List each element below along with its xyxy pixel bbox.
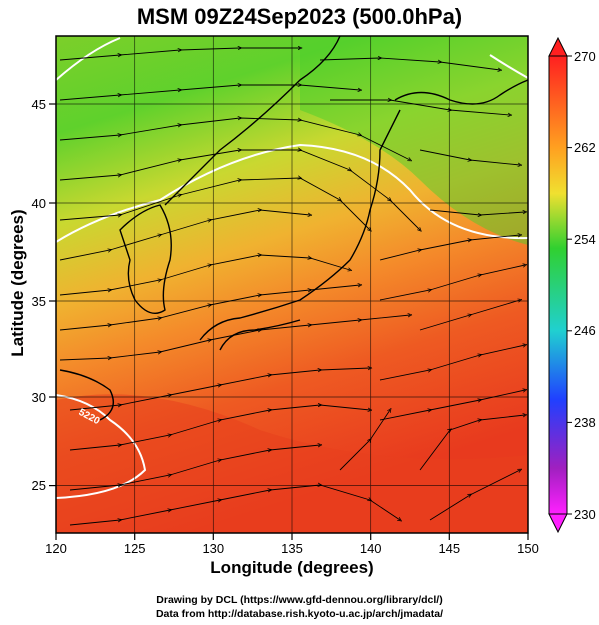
contour-line [56, 37, 121, 81]
x-axis-label: Longitude (degrees) [210, 558, 374, 577]
credit-drawing: Drawing by DCL (https://www.gfd-dennou.o… [156, 594, 443, 606]
grid [56, 36, 528, 533]
colorbar-tick-label: 238 [574, 415, 596, 430]
map-layers: 5220 [56, 36, 528, 533]
x-tick-label: 140 [360, 541, 382, 556]
y-tick-label: 45 [32, 97, 46, 112]
colorbar-top-arrow [548, 36, 568, 57]
map-title: MSM 09Z24Sep2023 (500.0hPa) [136, 4, 463, 29]
y-axis [49, 103, 56, 487]
colorbar-bottom-arrow [548, 513, 568, 534]
y-tick-label: 40 [32, 196, 46, 211]
colorbar-tick-label: 246 [574, 323, 596, 338]
credit-data-source: Data from http://database.rish.kyoto-u.a… [155, 608, 444, 620]
colorbar-tick-label: 262 [574, 140, 596, 155]
y-tick-label: 35 [32, 294, 46, 309]
x-tick-label: 120 [45, 541, 67, 556]
x-tick-label: 125 [124, 541, 146, 556]
y-axis-label: Latitude (degrees) [8, 209, 27, 357]
colorbar-tick-label: 254 [574, 232, 596, 247]
x-tick-label: 130 [202, 541, 224, 556]
y-tick-labels: 25 30 35 40 45 [32, 97, 46, 493]
x-tick-labels: 120 125 130 135 140 145 150 [45, 541, 539, 556]
y-tick-label: 25 [32, 478, 46, 493]
colorbar-tick-label: 270 [574, 49, 596, 64]
x-tick-label: 135 [281, 541, 303, 556]
colorbar-scale [548, 55, 568, 515]
y-tick-label: 30 [32, 390, 46, 405]
x-tick-label: 150 [517, 541, 539, 556]
colorbar: 270 262 254 246 238 230 [548, 36, 596, 534]
x-axis [55, 533, 529, 540]
colorbar-tick-label: 230 [574, 507, 596, 522]
x-tick-label: 145 [438, 541, 460, 556]
